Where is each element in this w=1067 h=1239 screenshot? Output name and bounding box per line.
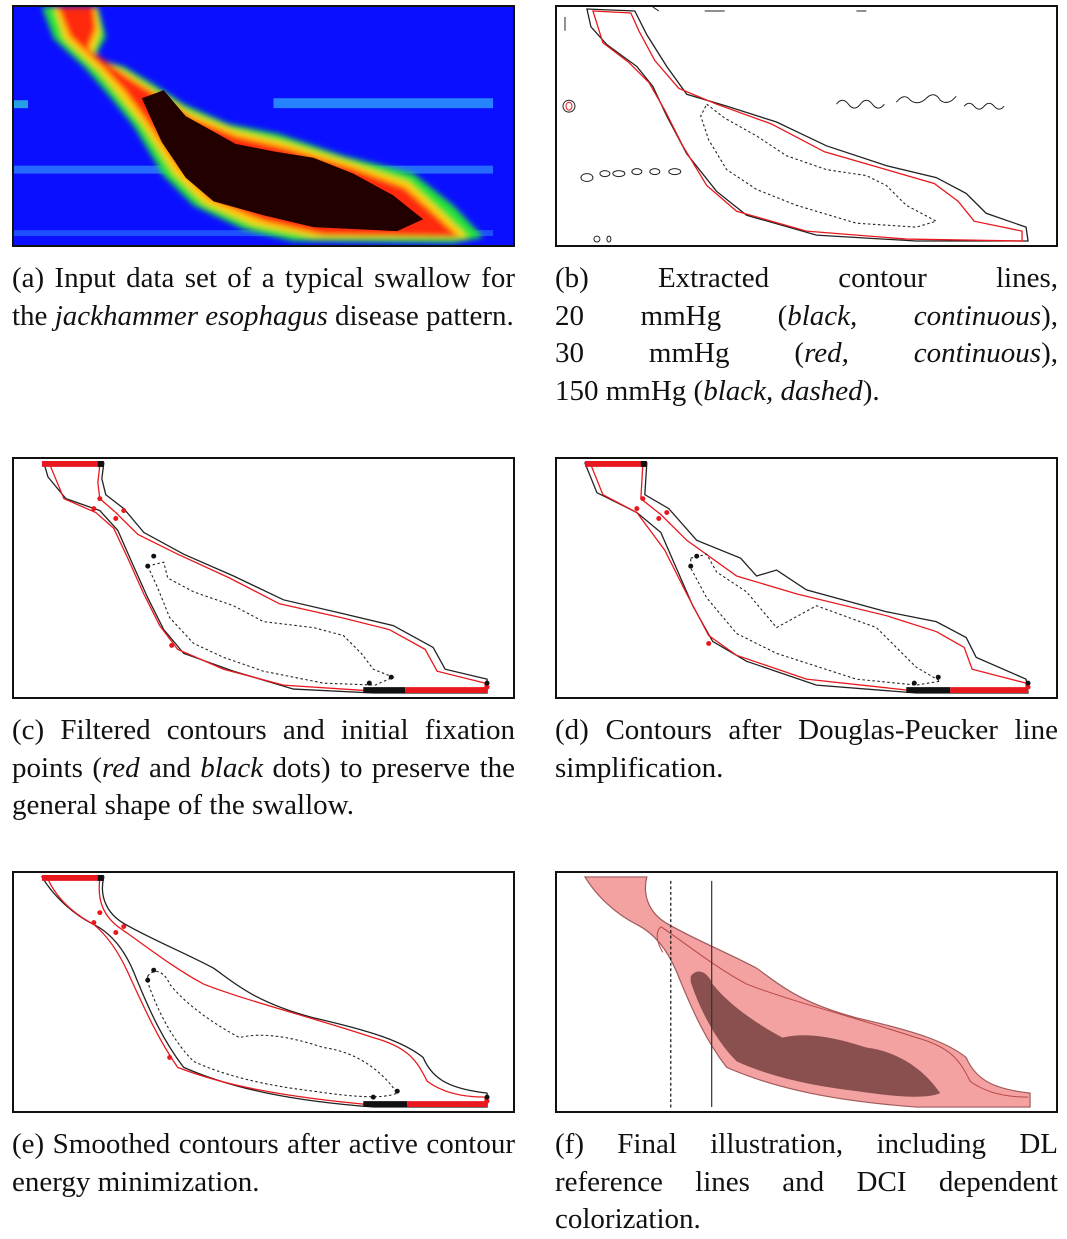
- caption-b-line-2: 20 mmHg (black, continuous),: [555, 298, 1058, 336]
- caption-b-line-3: 30 mmHg (red, continuous),: [555, 335, 1058, 373]
- caption-b-line-1: (b) Extracted contour lines,: [555, 260, 1058, 298]
- caption-a-text: (a) Input data set of a typical swallow …: [12, 262, 515, 332]
- caption-b-line-2-italic: black, continuous: [787, 299, 1042, 332]
- caption-d: (d) Contours after Douglas-Peucker line …: [555, 712, 1058, 787]
- contour-plot: [583, 460, 1031, 694]
- contour-plot: [40, 874, 490, 1108]
- caption-b-line-2-end: ),: [1041, 299, 1059, 332]
- caption-b: (b) Extracted contour lines, 20 mmHg (bl…: [555, 260, 1058, 410]
- contour-plot: [41, 460, 490, 694]
- figure-c-filtered-contours: [12, 457, 515, 699]
- figure-b-contours: [555, 5, 1058, 247]
- contour-plot: [562, 7, 1029, 243]
- caption-b-line-4-text: 150 mmHg (: [555, 374, 704, 407]
- caption-a-italic: jackhammer esophagus: [54, 299, 328, 332]
- caption-b-line-1-text: (b) Extracted contour lines,: [555, 262, 1058, 294]
- caption-f: (f) Final illustration, including DL ref…: [555, 1126, 1058, 1239]
- figure-f-final-illustration: [555, 871, 1058, 1113]
- caption-b-line-2-text: 20 mmHg (: [555, 299, 788, 332]
- caption-a: (a) Input data set of a typical swallow …: [12, 260, 515, 335]
- caption-a-text-end: disease pattern.: [327, 299, 514, 332]
- caption-c-text-mid: and: [139, 751, 201, 784]
- figure-a-heatmap: [12, 5, 515, 247]
- caption-b-line-3-text: 30 mmHg (: [555, 337, 805, 369]
- caption-b-line-4: 150 mmHg (black, dashed).: [555, 373, 1058, 411]
- caption-e-text: (e) Smoothed contours after active conto…: [12, 1128, 515, 1198]
- figure-d-simplified-contours: [555, 457, 1058, 699]
- caption-b-line-3-end: ),: [1041, 337, 1059, 369]
- caption-c: (c) Filtered contours and initial fixati…: [12, 712, 515, 825]
- caption-c-text-end: dots) to preserve the general shape of t…: [12, 751, 515, 822]
- final-illustration-plot: [583, 876, 1031, 1110]
- caption-c-italic-red: red: [101, 751, 140, 784]
- caption-b-line-4-end: ).: [862, 374, 880, 407]
- figure-e-smoothed-contours: [12, 871, 515, 1113]
- heatmap-image: [14, 7, 513, 245]
- caption-b-line-4-italic: black, dashed: [703, 374, 863, 407]
- caption-d-text: (d) Contours after Douglas-Peucker line …: [555, 714, 1058, 784]
- caption-c-italic-black: black: [200, 751, 264, 784]
- caption-c-text: (c) Filtered contours and initial fixati…: [12, 714, 515, 784]
- caption-e: (e) Smoothed contours after active conto…: [12, 1126, 515, 1201]
- caption-f-text: (f) Final illustration, including DL ref…: [555, 1128, 1058, 1235]
- caption-b-line-3-italic: red, continuous: [804, 337, 1042, 369]
